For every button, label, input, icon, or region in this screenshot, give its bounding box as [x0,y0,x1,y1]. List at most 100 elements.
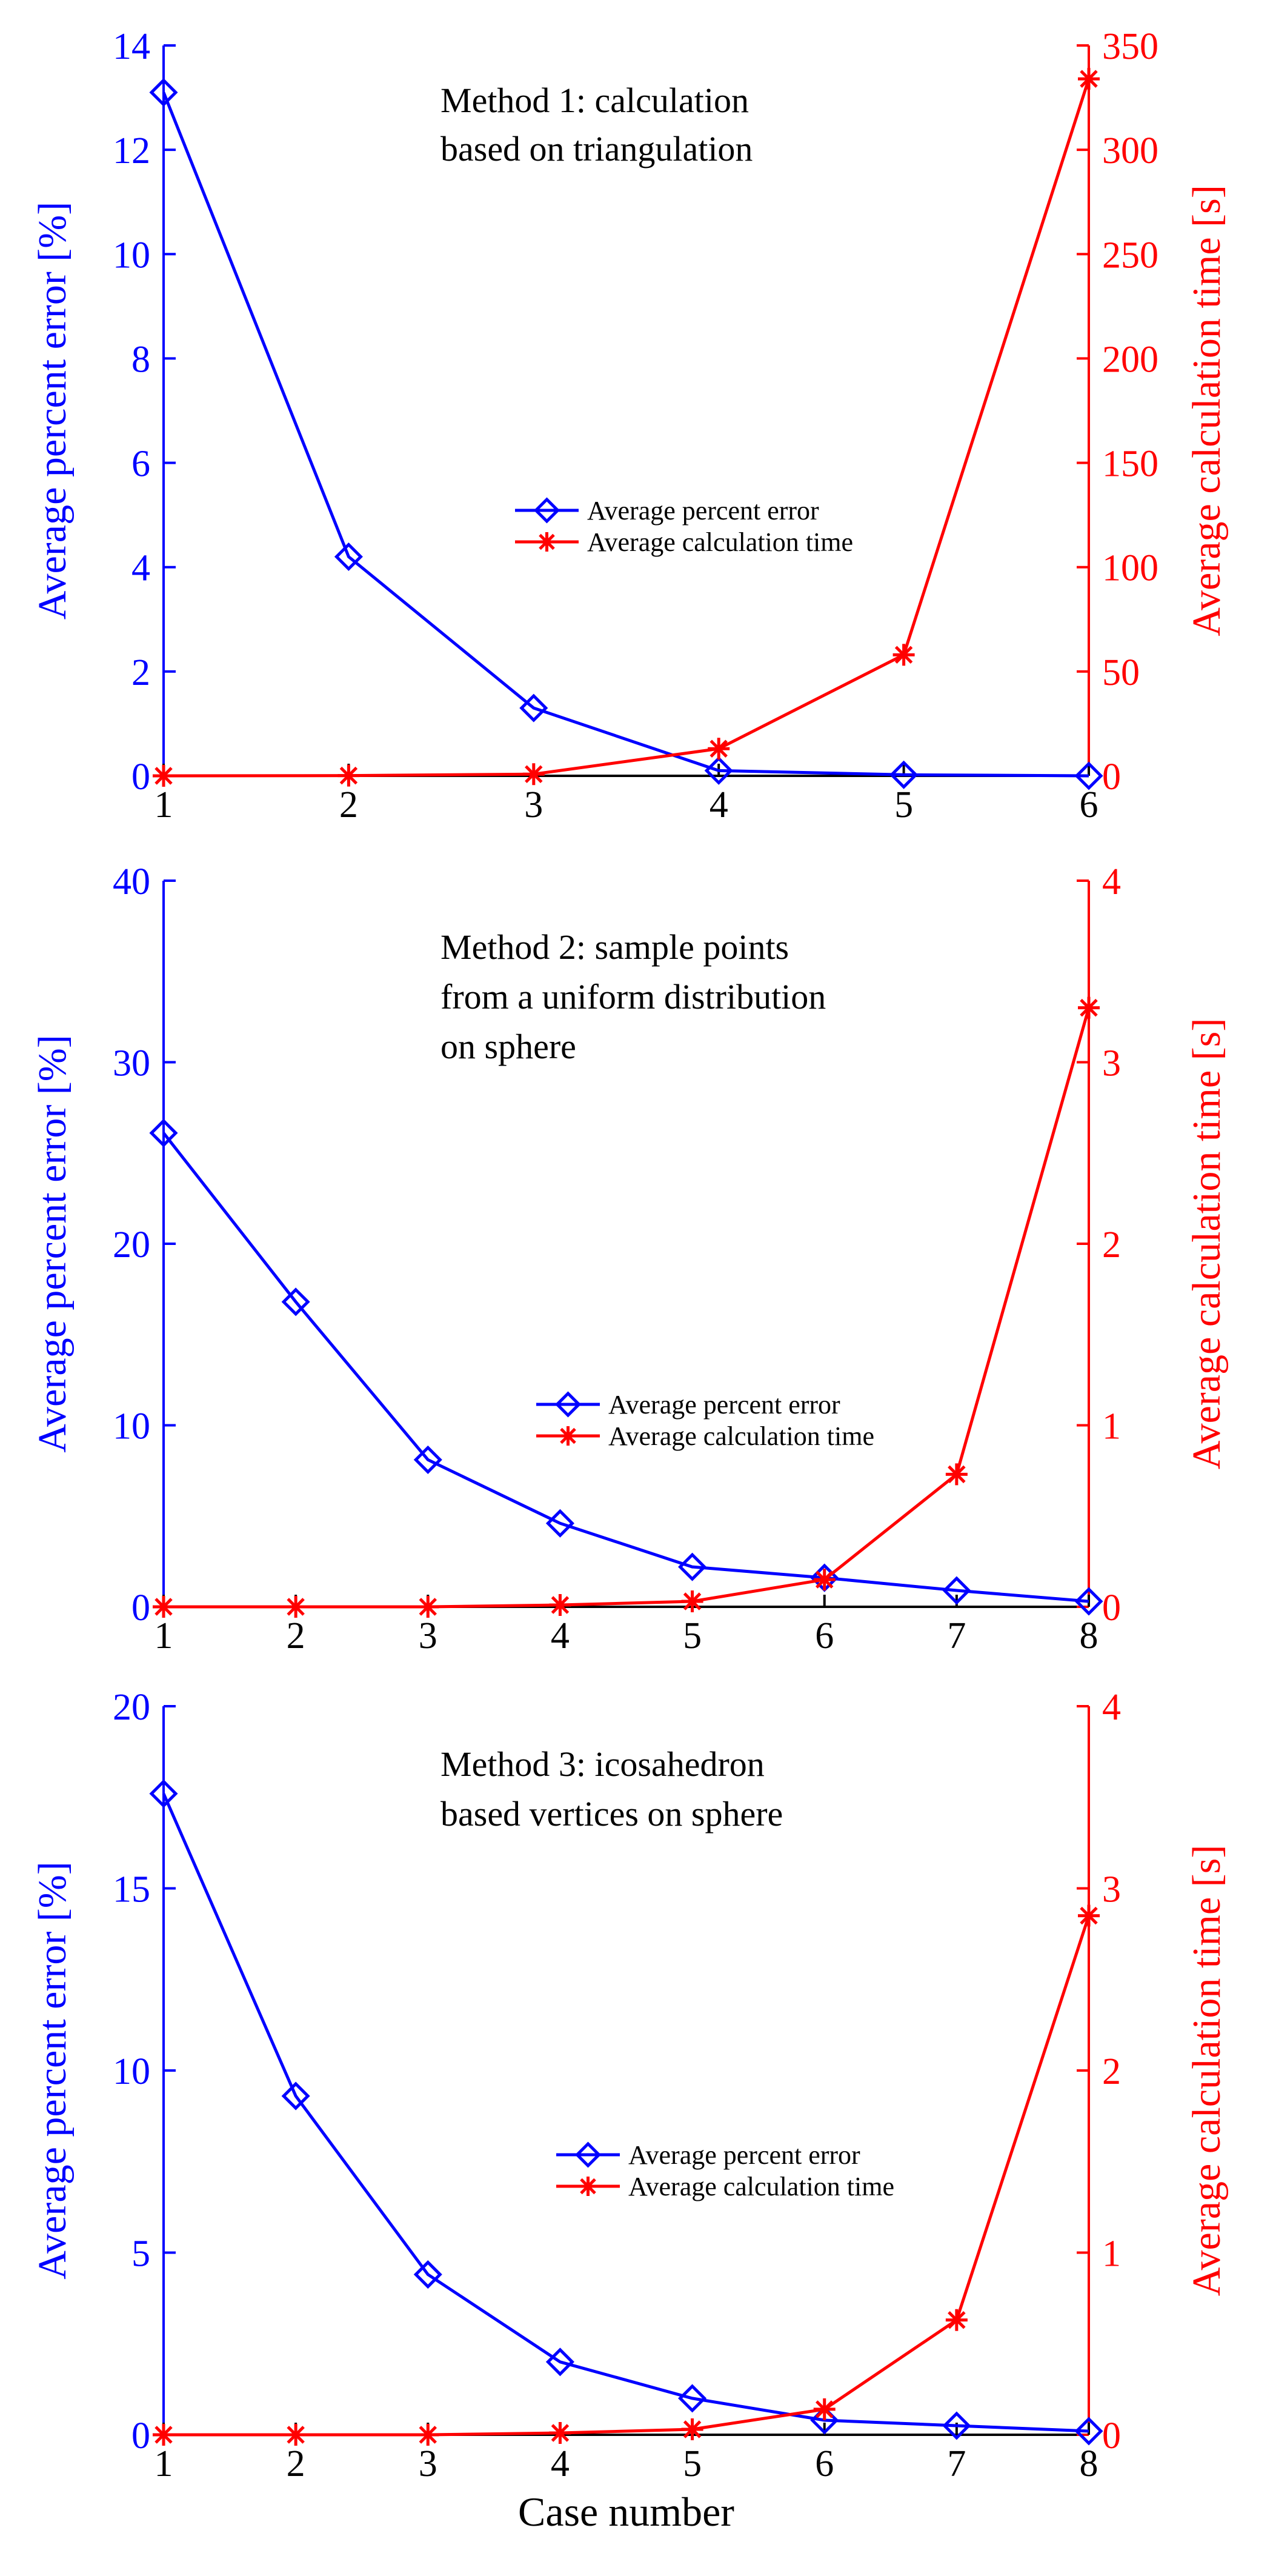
data-point-calculation-time [892,644,915,666]
series-line-percent-error [162,92,1089,778]
data-point-percent-error [281,2081,310,2111]
series-line-calculation-time [164,1915,1091,2437]
data-point-calculation-time [153,2424,174,2446]
data-point-calculation-time [945,1463,968,1486]
data-point-percent-error [942,2411,971,2440]
chart-annotation-line: Method 3: icosahedron [440,1744,765,1784]
left-y-tick-label: 0 [131,2415,150,2457]
x-tick-label: 6 [1080,784,1099,826]
left-y-tick-label: 20 [113,1687,150,1728]
data-point-calculation-time [549,2421,571,2444]
left-y-tick-label: 30 [113,1043,150,1084]
data-point-percent-error [413,2260,442,2289]
data-point-percent-error [1074,1587,1103,1616]
right-y-tick-label: 3 [1102,1043,1121,1084]
legend-label: Average percent error [628,2140,860,2170]
right-y-tick-label: 0 [1102,756,1121,798]
left-y-tick-label: 4 [131,548,150,589]
x-tick-label: 5 [894,784,913,826]
legend-marker-asterisk [578,2177,598,2196]
left-y-tick-label: 6 [131,444,150,485]
legend-marker-diamond [533,497,560,524]
data-point-percent-error [545,1509,574,1538]
data-point-percent-error [942,1576,971,1605]
x-tick-label: 4 [551,1615,570,1657]
right-y-tick-label: 3 [1102,1869,1121,1910]
data-point-calculation-time [337,764,360,787]
left-y-tick-label: 14 [113,26,150,67]
legend-marker-diamond [574,2141,602,2168]
left-y-axis-label: Average percent error [%] [30,1861,75,2280]
right-y-tick-label: 150 [1102,444,1158,485]
x-tick-label: 3 [419,1615,437,1657]
data-point-calculation-time [708,738,730,760]
left-y-tick-label: 15 [113,1869,150,1910]
data-point-percent-error [704,756,733,785]
right-y-tick-label: 200 [1102,339,1158,380]
legend-label: Average calculation time [628,2172,894,2201]
x-tick-label: 4 [551,2443,570,2484]
x-tick-label: 8 [1080,1615,1099,1657]
x-tick-label: 1 [155,1615,173,1657]
data-point-calculation-time [153,1596,174,1618]
data-point-calculation-time [1078,1904,1100,1927]
right-y-tick-label: 50 [1102,652,1140,693]
x-tick-label: 3 [524,784,543,826]
chart-annotation-line: on sphere [440,1027,576,1066]
chart-annotation-line: based on triangulation [440,129,753,169]
x-tick-label: 5 [683,2443,702,2484]
chart-annotation-line: Method 1: calculation [440,81,749,120]
right-y-tick-label: 2 [1102,2051,1121,2092]
x-tick-label: 1 [155,2443,173,2484]
x-tick-label: 3 [419,2443,437,2484]
left-y-tick-label: 8 [131,339,150,380]
x-tick-label: 7 [947,1615,966,1657]
x-tick-label: 6 [815,1615,834,1657]
x-tick-label: 4 [710,784,728,826]
data-point-percent-error [678,2384,707,2413]
left-y-axis-label: Average percent error [%] [30,1035,75,1453]
data-point-calculation-time [681,2418,703,2440]
left-y-tick-label: 20 [113,1224,150,1266]
x-tick-label: 2 [339,784,358,826]
chart-annotation-line: Method 2: sample points [440,927,789,967]
x-tick-label: 2 [287,2443,305,2484]
data-point-percent-error [1074,2417,1103,2446]
left-y-tick-label: 0 [131,756,150,798]
legend-marker-asterisk [558,1426,578,1446]
series-line-calculation-time [163,78,1091,778]
x-tick-label: 7 [947,2443,966,2484]
legend-label: Average percent error [587,496,819,526]
left-y-axis-label: Average percent error [%] [30,202,75,620]
right-y-tick-label: 4 [1102,1687,1121,1728]
data-point-calculation-time [945,2309,968,2331]
x-tick-label: 1 [155,784,173,826]
data-point-percent-error [545,2347,574,2377]
data-point-percent-error [149,1779,178,1808]
x-tick-label: 8 [1080,2443,1099,2484]
right-y-tick-label: 2 [1102,1224,1121,1266]
x-tick-label: 2 [287,1615,305,1657]
data-point-calculation-time [153,765,174,787]
data-point-percent-error [149,1118,178,1147]
series-line-calculation-time [164,1007,1091,1609]
right-y-tick-label: 1 [1102,2234,1121,2275]
data-point-calculation-time [285,2424,307,2446]
data-point-percent-error [149,78,178,107]
left-y-tick-label: 10 [113,235,150,276]
legend-marker-asterisk [537,532,557,552]
right-y-tick-label: 350 [1102,26,1158,67]
legend-label: Average percent error [608,1390,840,1420]
data-point-percent-error [334,542,363,572]
series-line-percent-error [162,1793,1089,2433]
legend-marker-diamond [554,1391,582,1418]
left-y-tick-label: 10 [113,1406,150,1447]
data-point-calculation-time [549,1594,571,1617]
data-point-calculation-time [1078,68,1100,90]
left-y-tick-label: 2 [131,652,150,693]
data-point-percent-error [281,1287,310,1316]
data-point-percent-error [1074,761,1103,790]
